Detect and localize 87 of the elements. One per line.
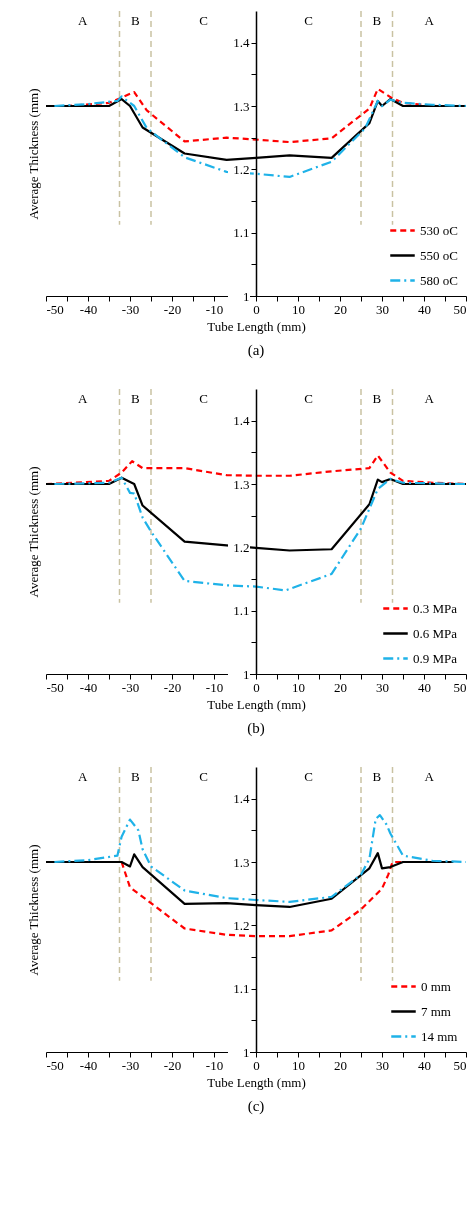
annotation: B [130,12,140,28]
legend-label: 550 oC [420,247,458,263]
x-tick-label: -10 [205,1057,224,1073]
x-tick-label: -50 [46,301,64,317]
x-tick-label: -10 [205,301,224,317]
x-axis-title: Tube Length (mm) [207,318,306,334]
x-tick-label: 20 [334,1057,347,1073]
annotation: A [424,390,435,406]
annotation: B [372,12,382,28]
x-tick-label: -40 [79,301,98,317]
annotation: C [304,768,313,784]
y-tick-label: 1.3 [233,98,250,114]
annotation: C [304,12,313,28]
x-tick-label: 50 [453,301,467,317]
x-tick-label: 40 [418,301,431,317]
y-tick-label: 1.4 [233,413,250,429]
y-tick-label: 1.2 [233,917,250,933]
x-tick-label: -20 [163,679,182,695]
text: (b) [247,720,265,737]
x-tick-label: -30 [121,1057,140,1073]
x-tick-label: 0 [253,1057,260,1073]
y-tick-label: 1.1 [233,981,250,997]
legend-label: 530 oC [420,222,458,238]
legend-label: 0 mm [421,978,451,994]
x-axis-title: Tube Length (mm) [207,1074,306,1090]
text: (c) [247,1098,265,1115]
annotation: C [199,12,208,28]
x-tick-label: 10 [292,301,305,317]
annotation: B [130,390,140,406]
y-tick-label: 1.2 [233,539,250,555]
y-tick-label: 1 [243,288,250,304]
x-tick-label: 30 [376,1057,389,1073]
x-tick-label: 30 [376,679,389,695]
x-tick-label: 40 [418,679,431,695]
x-tick-label: -50 [46,679,64,695]
y-axis-title: Average Thickness (mm) [25,466,41,598]
x-tick-label: 20 [334,679,347,695]
y-tick-label: 1.4 [233,791,250,807]
line-series [53,95,468,179]
legend-label: 0.6 MPa [413,625,458,641]
annotation: C [304,390,313,406]
annotation: C [199,390,208,406]
annotation: B [372,390,382,406]
y-axis-title: Average Thickness (mm) [25,844,41,976]
x-tick-label: -30 [121,301,140,317]
x-tick-label: 0 [253,679,260,695]
x-tick-label: -50 [46,1057,64,1073]
legend-label: 0.9 MPa [413,650,458,666]
annotation: C [199,768,208,784]
legend-label: 7 mm [421,1003,451,1019]
y-tick-label: 1 [243,666,250,682]
legend-label: 580 oC [420,272,458,288]
x-tick-label: 10 [292,679,305,695]
x-tick-label: 50 [453,1057,467,1073]
x-tick-label: 10 [292,1057,305,1073]
x-tick-label: 30 [376,301,389,317]
y-axis-title: Average Thickness (mm) [25,88,41,220]
x-tick-label: -10 [205,679,224,695]
x-tick-label: -40 [79,679,98,695]
annotation: A [424,768,435,784]
text: (a) [247,342,265,359]
x-tick-label: 40 [418,1057,431,1073]
line-series [53,814,468,903]
annotation: A [78,768,89,784]
annotation: B [130,768,140,784]
x-tick-label: -20 [163,301,182,317]
y-tick-label: 1.3 [233,854,250,870]
y-tick-label: 1.1 [233,603,250,619]
legend-label: 0.3 MPa [413,600,458,616]
line-series [53,476,468,592]
annotation: B [372,768,382,784]
x-tick-label: -20 [163,1057,182,1073]
x-axis-title: Tube Length (mm) [207,696,306,712]
annotation: A [78,390,89,406]
annotation: A [424,12,435,28]
y-tick-label: 1 [243,1044,250,1060]
y-tick-label: 1.1 [233,225,250,241]
x-tick-label: -40 [79,1057,98,1073]
y-tick-label: 1.4 [233,35,250,51]
x-tick-label: 0 [253,301,260,317]
y-tick-label: 1.2 [233,161,250,177]
y-tick-label: 1.3 [233,476,250,492]
x-tick-label: 50 [453,679,467,695]
x-tick-label: 20 [334,301,347,317]
legend-label: 14 mm [421,1028,458,1044]
x-tick-label: -30 [121,679,140,695]
annotation: A [78,12,89,28]
